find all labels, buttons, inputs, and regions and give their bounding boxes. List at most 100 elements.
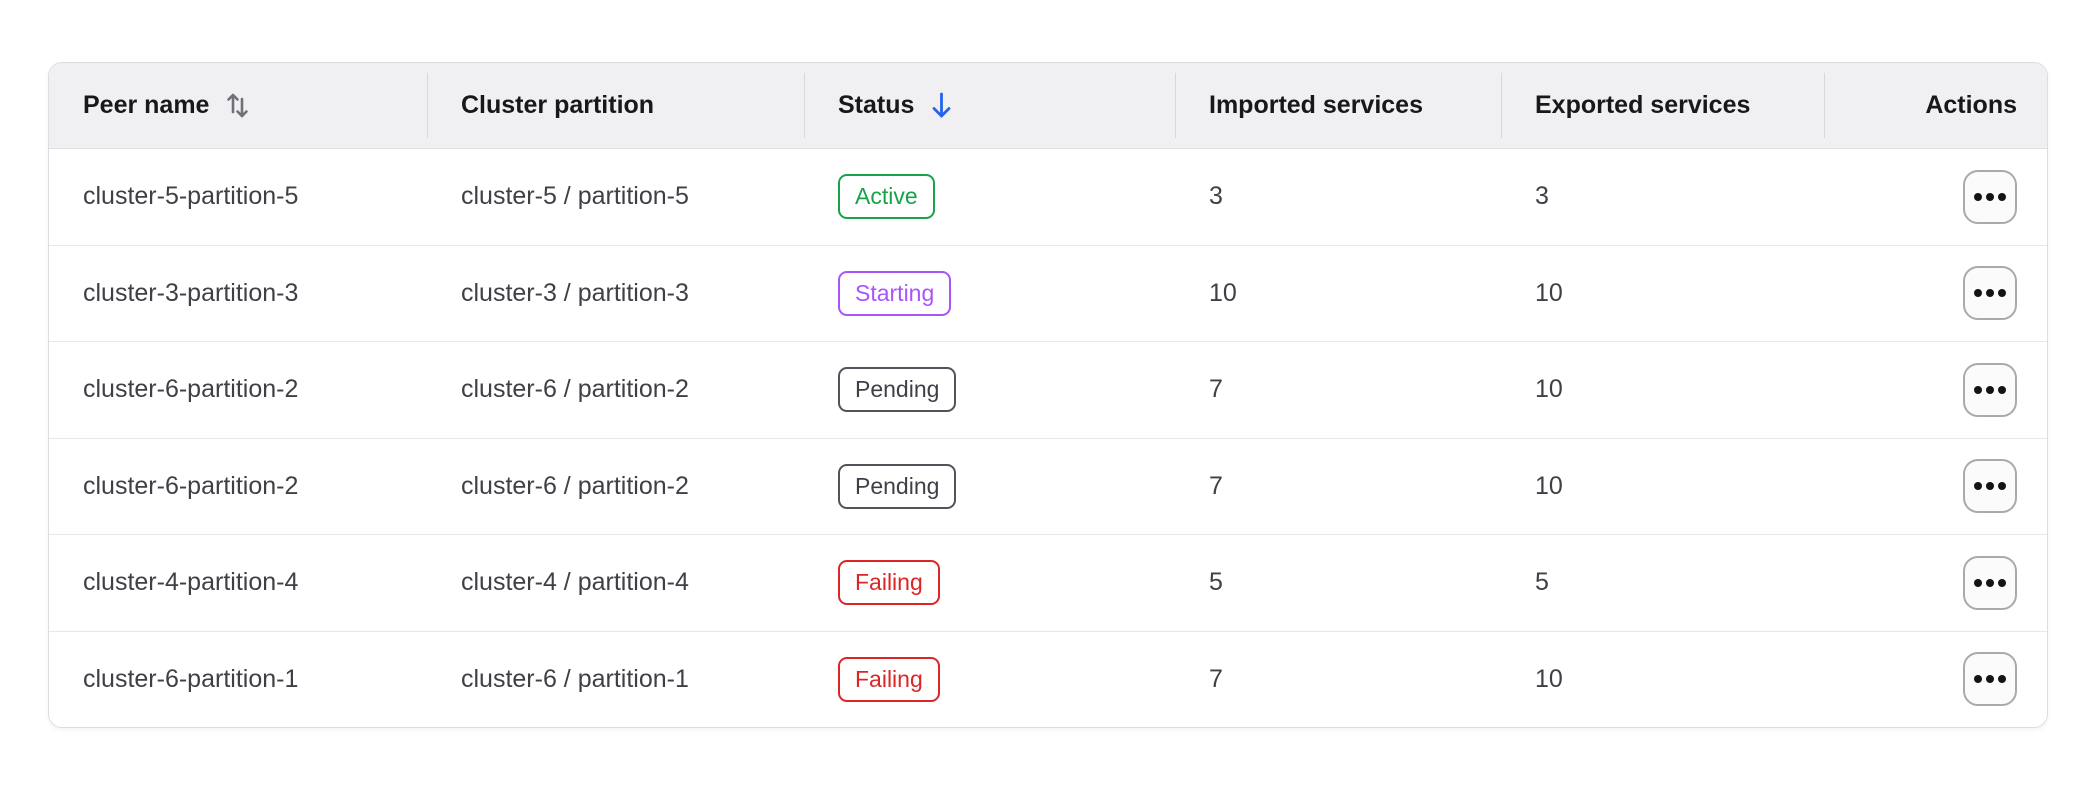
column-header-peer-name[interactable]: Peer name [49, 63, 427, 148]
exported-services-count: 10 [1535, 375, 1563, 404]
exported-services-count: 5 [1535, 568, 1549, 597]
imported-services-count: 5 [1209, 568, 1223, 597]
arrow-down-icon[interactable] [930, 92, 953, 119]
actions-cell [1824, 439, 2047, 535]
column-label-actions: Actions [1925, 91, 2017, 119]
table-row[interactable]: cluster-3-partition-3 cluster-3 / partit… [49, 244, 2047, 342]
row-actions-button[interactable] [1963, 169, 2017, 224]
peer-name-cell: cluster-6-partition-2 [49, 342, 427, 438]
status-badge: Starting [838, 270, 952, 316]
status-badge: Failing [838, 560, 940, 606]
imported-services-count: 3 [1209, 182, 1223, 211]
column-header-actions: Actions [1824, 63, 2047, 148]
peer-name-text: cluster-4-partition-4 [83, 568, 299, 597]
table-body: cluster-5-partition-5 cluster-5 / partit… [49, 149, 2047, 727]
column-label-status: Status [838, 91, 915, 119]
row-actions-button[interactable] [1963, 652, 2017, 707]
ellipsis-icon [1974, 482, 2006, 491]
exported-services-cell: 5 [1501, 535, 1824, 631]
ellipsis-icon [1974, 675, 2006, 684]
actions-cell [1824, 342, 2047, 438]
row-actions-button[interactable] [1963, 555, 2017, 610]
peer-name-text: cluster-6-partition-1 [83, 664, 299, 693]
imported-services-cell: 10 [1175, 246, 1501, 342]
cluster-partition-cell: cluster-6 / partition-2 [427, 439, 804, 535]
status-badge: Pending [838, 367, 957, 413]
cluster-partition-cell: cluster-3 / partition-3 [427, 246, 804, 342]
column-label-exported-services: Exported services [1535, 91, 1751, 119]
peer-name-cell: cluster-6-partition-2 [49, 439, 427, 535]
ellipsis-icon [1974, 578, 2006, 587]
ellipsis-icon [1974, 385, 2006, 394]
actions-cell [1824, 149, 2047, 245]
cluster-partition-cell: cluster-6 / partition-1 [427, 632, 804, 728]
cluster-partition-text: cluster-6 / partition-2 [461, 375, 689, 404]
imported-services-cell: 7 [1175, 342, 1501, 438]
status-badge: Failing [838, 656, 940, 702]
cluster-partition-text: cluster-4 / partition-4 [461, 568, 689, 597]
status-cell: Pending [804, 342, 1175, 438]
imported-services-cell: 5 [1175, 535, 1501, 631]
peer-name-text: cluster-5-partition-5 [83, 182, 299, 211]
column-header-exported-services: Exported services [1501, 63, 1824, 148]
column-label-imported-services: Imported services [1209, 91, 1423, 119]
actions-cell [1824, 535, 2047, 631]
peer-name-cell: cluster-6-partition-1 [49, 632, 427, 728]
row-actions-button[interactable] [1963, 266, 2017, 321]
peers-table-card: Peer name Cluster partition Status Impor… [48, 62, 2048, 728]
status-cell: Failing [804, 535, 1175, 631]
imported-services-count: 7 [1209, 471, 1223, 500]
cluster-partition-cell: cluster-4 / partition-4 [427, 535, 804, 631]
column-header-status[interactable]: Status [804, 63, 1175, 148]
table-header-row: Peer name Cluster partition Status Impor… [49, 63, 2047, 149]
actions-cell [1824, 632, 2047, 728]
imported-services-count: 7 [1209, 375, 1223, 404]
exported-services-cell: 10 [1501, 632, 1824, 728]
table-row[interactable]: cluster-5-partition-5 cluster-5 / partit… [49, 149, 2047, 245]
column-header-imported-services: Imported services [1175, 63, 1501, 148]
status-cell: Starting [804, 246, 1175, 342]
cluster-partition-cell: cluster-5 / partition-5 [427, 149, 804, 245]
imported-services-cell: 3 [1175, 149, 1501, 245]
peer-name-text: cluster-6-partition-2 [83, 375, 299, 404]
exported-services-cell: 10 [1501, 246, 1824, 342]
column-label-peer-name: Peer name [83, 91, 210, 119]
table-row[interactable]: cluster-6-partition-2 cluster-6 / partit… [49, 437, 2047, 535]
exported-services-cell: 10 [1501, 439, 1824, 535]
imported-services-count: 7 [1209, 664, 1223, 693]
cluster-partition-text: cluster-6 / partition-2 [461, 471, 689, 500]
exported-services-count: 3 [1535, 182, 1549, 211]
ellipsis-icon [1974, 289, 2006, 298]
exported-services-count: 10 [1535, 471, 1563, 500]
status-badge: Pending [838, 463, 957, 509]
table-row[interactable]: cluster-4-partition-4 cluster-4 / partit… [49, 534, 2047, 631]
exported-services-count: 10 [1535, 278, 1563, 307]
column-label-cluster-partition: Cluster partition [461, 91, 655, 119]
column-header-cluster-partition: Cluster partition [427, 63, 804, 148]
exported-services-cell: 3 [1501, 149, 1824, 245]
imported-services-cell: 7 [1175, 439, 1501, 535]
peer-name-text: cluster-6-partition-2 [83, 471, 299, 500]
imported-services-count: 10 [1209, 278, 1237, 307]
status-badge: Active [838, 174, 935, 220]
status-cell: Active [804, 149, 1175, 245]
cluster-partition-text: cluster-3 / partition-3 [461, 278, 689, 307]
cluster-partition-text: cluster-6 / partition-1 [461, 664, 689, 693]
table-row[interactable]: cluster-6-partition-2 cluster-6 / partit… [49, 341, 2047, 438]
cluster-partition-text: cluster-5 / partition-5 [461, 182, 689, 211]
peer-name-text: cluster-3-partition-3 [83, 278, 299, 307]
cluster-partition-cell: cluster-6 / partition-2 [427, 342, 804, 438]
table-row[interactable]: cluster-6-partition-1 cluster-6 / partit… [49, 630, 2047, 728]
exported-services-cell: 10 [1501, 342, 1824, 438]
sort-arrows-icon[interactable] [225, 90, 250, 121]
status-cell: Failing [804, 632, 1175, 728]
ellipsis-icon [1974, 192, 2006, 201]
row-actions-button[interactable] [1963, 459, 2017, 514]
imported-services-cell: 7 [1175, 632, 1501, 728]
exported-services-count: 10 [1535, 664, 1563, 693]
row-actions-button[interactable] [1963, 362, 2017, 417]
peer-name-cell: cluster-5-partition-5 [49, 149, 427, 245]
peer-name-cell: cluster-3-partition-3 [49, 246, 427, 342]
status-cell: Pending [804, 439, 1175, 535]
